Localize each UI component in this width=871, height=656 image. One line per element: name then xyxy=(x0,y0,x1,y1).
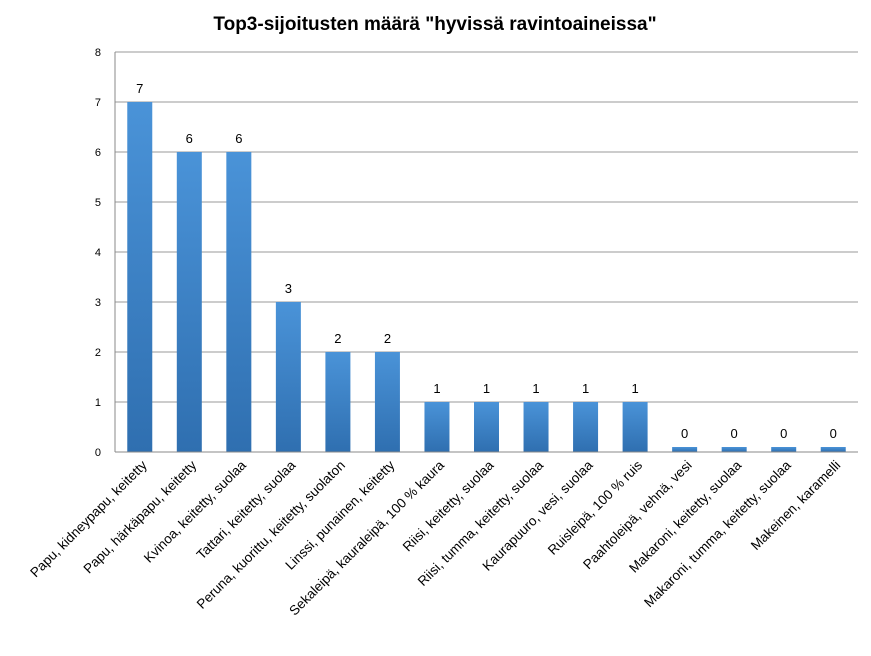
y-axis-ticks: 0 1 2 3 4 5 6 7 8 xyxy=(95,47,101,459)
bar xyxy=(672,447,698,452)
chart-title: Top3-sijoitusten määrä "hyvissä ravintoa… xyxy=(213,14,656,35)
bar xyxy=(523,402,549,452)
data-label: 0 xyxy=(731,426,738,441)
data-label: 1 xyxy=(532,381,539,396)
data-label: 1 xyxy=(483,381,490,396)
bar xyxy=(424,402,450,452)
bar xyxy=(721,447,747,452)
bar xyxy=(176,152,202,452)
data-label: 2 xyxy=(334,331,341,346)
y-tick-label: 2 xyxy=(95,347,101,359)
bar xyxy=(127,102,153,452)
bar xyxy=(275,302,301,452)
data-label: 2 xyxy=(384,331,391,346)
data-label: 1 xyxy=(631,381,638,396)
bar xyxy=(820,447,846,452)
category-label: Ruisleipä, 100 % ruis xyxy=(545,457,645,557)
data-label: 1 xyxy=(582,381,589,396)
category-label: Tattari, keitetty, suolaa xyxy=(194,457,299,562)
category-label: Riisi, keitetty, suolaa xyxy=(400,457,497,554)
y-tick-label: 8 xyxy=(95,47,101,59)
bar xyxy=(474,402,499,452)
y-tick-label: 3 xyxy=(95,297,101,309)
bar xyxy=(226,152,252,452)
category-label: Makeinen, karamelli xyxy=(748,458,844,554)
bar xyxy=(374,352,400,452)
data-label: 3 xyxy=(285,281,292,296)
y-tick-label: 5 xyxy=(95,197,101,209)
bars xyxy=(127,102,846,452)
y-tick-label: 4 xyxy=(95,247,101,259)
data-label: 0 xyxy=(830,426,837,441)
data-label: 6 xyxy=(235,131,242,146)
bar xyxy=(573,402,599,452)
data-labels: 7 6 6 3 2 2 1 1 1 1 1 0 0 0 0 xyxy=(136,81,837,441)
data-label: 6 xyxy=(186,131,193,146)
y-tick-label: 1 xyxy=(95,397,101,409)
data-label: 0 xyxy=(780,426,787,441)
data-label: 1 xyxy=(433,381,440,396)
y-tick-label: 7 xyxy=(95,97,101,109)
y-tick-label: 0 xyxy=(95,447,101,459)
bar xyxy=(325,352,351,452)
bar xyxy=(771,447,797,452)
data-label: 7 xyxy=(136,81,143,96)
data-label: 0 xyxy=(681,426,688,441)
y-tick-label: 6 xyxy=(95,147,101,159)
bar xyxy=(622,402,648,452)
